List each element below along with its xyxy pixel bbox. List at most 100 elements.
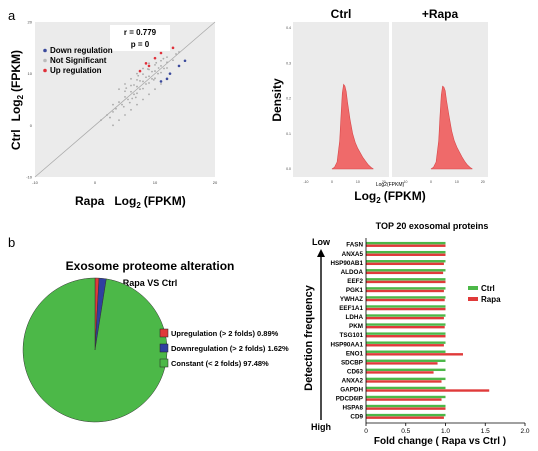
bar-rapa-3	[366, 271, 444, 275]
bar-title: TOP 20 exosomal proteins	[376, 221, 489, 231]
bar-category-15: ANXA2	[342, 377, 364, 384]
pie-legend-swatch-0	[159, 328, 169, 338]
scatter-point-ns	[124, 96, 126, 98]
bar-category-7: EEF1A1	[339, 305, 363, 312]
scatter-point-ns	[162, 57, 165, 60]
bar-ctrl-8	[366, 314, 446, 317]
scatter-point-ns	[127, 98, 129, 101]
bar-xlabel: Fold change ( Rapa vs Ctrl )	[374, 436, 506, 447]
pie-subtitle: Rapa VS Ctrl	[123, 278, 178, 288]
scatter-point-ns	[121, 103, 123, 106]
bar-ctrl-17	[366, 395, 446, 399]
scatter-xlabel: Rapa Log2 (FPKM)	[75, 194, 186, 210]
scatter-point-ns	[128, 101, 131, 104]
scatter-point-ns	[157, 72, 159, 75]
scatter-point-ns	[112, 111, 114, 113]
scatter-point-ns	[175, 53, 177, 55]
panel-label-b: b	[8, 235, 15, 250]
scatter-point-ns	[118, 119, 120, 122]
density-xlabel-unit: (FPKM)	[384, 189, 426, 203]
scatter-point-down	[183, 59, 187, 63]
bar-axis: 0 0.5 1.0 1.5 2.0	[364, 238, 530, 435]
scatter-point-ns	[157, 67, 160, 69]
pie-legend-label-1: Downregulation (> 2 folds) 1.62%	[171, 344, 289, 353]
scatter-point-ns	[109, 116, 111, 119]
bar-rects	[366, 241, 490, 419]
scatter-point-ns	[124, 83, 126, 85]
bar-rapa-0	[366, 244, 446, 247]
density-y-tick-4: 0.4	[286, 26, 291, 30]
bar-rapa-18	[366, 407, 446, 410]
scatter-point-ns	[139, 80, 141, 82]
scatter-point-ns	[136, 72, 138, 75]
scatter-point-ns	[118, 88, 120, 91]
scatter-point-ns	[133, 84, 135, 86]
bar-rapa-10	[366, 335, 446, 338]
bar-x-tick-0: 0	[364, 428, 368, 435]
pie-legend-swatch-1	[159, 343, 169, 353]
scatter-point-ns	[136, 78, 138, 81]
bar-category-12: ENO1	[346, 350, 364, 357]
bar-ctrl-14	[366, 368, 446, 372]
density-xlabel: Log2 (FPKM)	[354, 189, 425, 205]
density-x-tick-1-0: -10	[402, 180, 407, 184]
bar-ctrl-5	[366, 287, 446, 290]
bar-rapa-11	[366, 344, 444, 347]
bar-ctrl-3	[366, 269, 446, 272]
bar-category-13: SDCBP	[341, 359, 363, 366]
scatter-point-ns	[160, 71, 162, 74]
scatter-point-ns	[154, 77, 156, 80]
scatter-point-ns	[172, 59, 174, 62]
bar-category-5: PGK1	[346, 287, 364, 294]
scatter-point-ns	[148, 93, 150, 96]
density-ticks: -10 0 10 20 0.0 0.1 0.2 0.3 0.4 -10 0 10 20	[286, 26, 485, 184]
bar-x-tick-1: 0.5	[401, 428, 410, 435]
scatter-point-ns	[134, 96, 137, 99]
bar-ctrl-18	[366, 404, 446, 408]
bar-category-3: ALDOA	[341, 269, 364, 276]
bar-category-10: TSG101	[340, 332, 364, 339]
density-plot: Ctrl +Rapa -10 0 10 20 0.0 0.1 0.2 0.3 0.4 -10 0 10…	[270, 7, 488, 205]
bar-ctrl-16	[366, 386, 446, 390]
bar-rapa-19	[366, 416, 444, 419]
scatter-point-ns	[125, 87, 128, 90]
scatter-point-ns	[139, 88, 141, 91]
scatter-legend-label-1: Not Significant	[50, 56, 107, 65]
bar-rapa-9	[366, 325, 445, 329]
bar-ctrl-2	[366, 260, 446, 263]
scatter-xlabel-unit: (FPKM)	[144, 194, 186, 208]
bar-rapa-4	[366, 280, 446, 284]
bar-category-19: CD9	[350, 414, 363, 421]
scatter-point-ns	[142, 98, 144, 101]
pie-legend: Upregulation (> 2 folds) 0.89% Downregula…	[159, 328, 289, 368]
scatter-point-ns	[122, 105, 125, 108]
pie-slice-2	[22, 277, 168, 423]
scatter-point-ns	[131, 97, 134, 100]
facet-title-rapa: +Rapa	[422, 7, 459, 21]
scatter-ylabel-main: Ctrl	[9, 129, 23, 150]
scatter-point-ns	[137, 74, 140, 77]
scatter-point-ns	[178, 51, 180, 53]
scatter-point-down	[177, 64, 181, 68]
bar-category-11: HSP90AA1	[330, 341, 363, 348]
scatter-y-tick-0: -10	[26, 175, 33, 180]
scatter-ylabel-sub: 2	[16, 94, 25, 99]
bar-rapa-2	[366, 262, 444, 266]
scatter-stats: r = 0.779 p = 0	[110, 25, 170, 51]
density-x-tick-0-3: 20	[382, 180, 386, 184]
scatter-point-ns	[145, 76, 147, 79]
scatter-diagonal	[34, 21, 216, 178]
bar-rapa-14	[366, 371, 434, 374]
bar-ctrl-19	[366, 413, 446, 417]
bar-rapa-12	[366, 353, 463, 356]
density-x-tick-1-1: 0	[430, 180, 432, 184]
bar-ylabel: Detection frequency	[303, 284, 315, 391]
scatter-point-ns	[166, 67, 168, 69]
bar-rapa-8	[366, 316, 444, 320]
scatter-point-ns	[130, 108, 132, 111]
bar-category-0: FASN	[346, 242, 363, 249]
bar-ctrl-15	[366, 377, 446, 381]
scatter-point-up	[153, 56, 157, 60]
scatter-xlabel-log: Log	[114, 194, 136, 208]
bar-low-label: Low	[312, 237, 331, 247]
